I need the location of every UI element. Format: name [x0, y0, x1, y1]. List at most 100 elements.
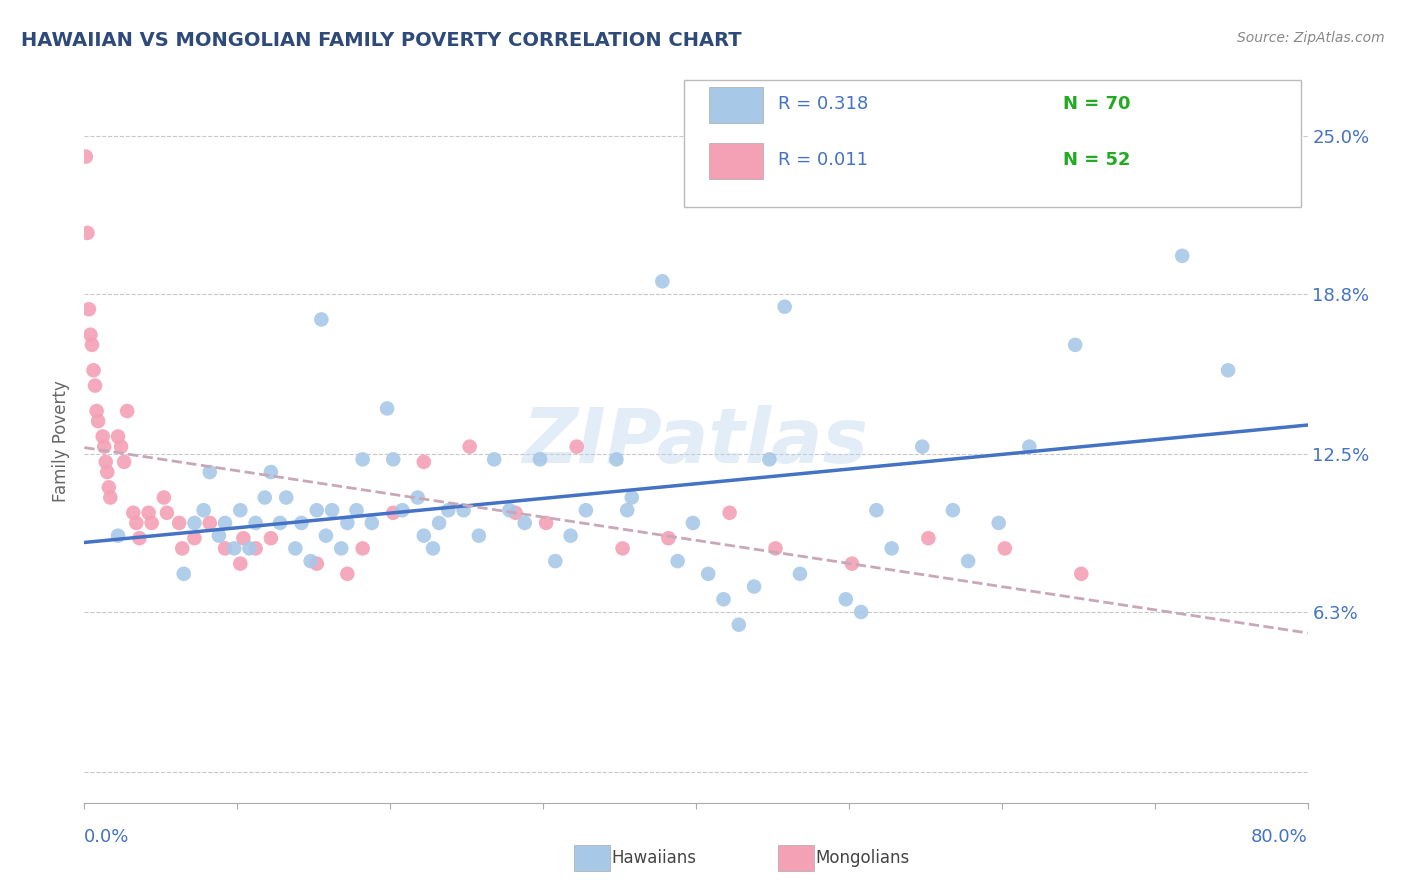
Point	[544, 554, 567, 568]
Point	[612, 541, 634, 556]
Point	[1064, 338, 1087, 352]
Point	[1216, 363, 1239, 377]
Point	[1018, 440, 1040, 454]
Point	[260, 465, 283, 479]
Point	[107, 429, 129, 443]
Point	[138, 506, 160, 520]
Point	[321, 503, 343, 517]
Point	[437, 503, 460, 517]
Text: Hawaiians: Hawaiians	[612, 849, 696, 867]
Point	[84, 378, 107, 392]
Point	[458, 440, 481, 454]
Point	[682, 516, 704, 530]
Point	[422, 541, 444, 556]
Point	[994, 541, 1017, 556]
Point	[505, 506, 527, 520]
Point	[214, 541, 236, 556]
Point	[382, 506, 405, 520]
Point	[153, 491, 176, 505]
Text: 0.0%: 0.0%	[84, 828, 129, 846]
Point	[245, 516, 267, 530]
Point	[75, 150, 97, 164]
Point	[942, 503, 965, 517]
Point	[269, 516, 291, 530]
Point	[83, 363, 105, 377]
Point	[352, 541, 374, 556]
Point	[657, 531, 679, 545]
Point	[245, 541, 267, 556]
Point	[77, 302, 100, 317]
Point	[86, 404, 108, 418]
Point	[482, 452, 505, 467]
Text: Mongolians: Mongolians	[815, 849, 910, 867]
Text: R = 0.011: R = 0.011	[778, 152, 868, 169]
Point	[513, 516, 536, 530]
Point	[957, 554, 980, 568]
Text: N = 52: N = 52	[1063, 152, 1130, 169]
Point	[91, 429, 114, 443]
Point	[290, 516, 312, 530]
Point	[336, 516, 359, 530]
Point	[115, 404, 138, 418]
Point	[765, 541, 787, 556]
Point	[141, 516, 163, 530]
Point	[1070, 566, 1092, 581]
Point	[391, 503, 413, 517]
Point	[498, 503, 520, 517]
Point	[849, 605, 872, 619]
Point	[412, 529, 434, 543]
Point	[305, 503, 328, 517]
Point	[382, 452, 405, 467]
Point	[98, 491, 121, 505]
Point	[616, 503, 638, 517]
Point	[412, 455, 434, 469]
Point	[789, 566, 811, 581]
Point	[605, 452, 627, 467]
Point	[565, 440, 588, 454]
Point	[841, 557, 863, 571]
Point	[560, 529, 582, 543]
Point	[727, 617, 749, 632]
Point	[94, 455, 117, 469]
Point	[107, 529, 129, 543]
Point	[80, 338, 103, 352]
Text: ZIPatlas: ZIPatlas	[523, 405, 869, 478]
Point	[183, 531, 205, 545]
Point	[305, 557, 328, 571]
Point	[468, 529, 491, 543]
Point	[375, 401, 398, 416]
Point	[122, 506, 145, 520]
Point	[125, 516, 148, 530]
Point	[284, 541, 307, 556]
Point	[575, 503, 598, 517]
Point	[97, 480, 120, 494]
Point	[315, 529, 337, 543]
Point	[229, 557, 252, 571]
Point	[198, 465, 221, 479]
Point	[96, 465, 118, 479]
Point	[352, 452, 374, 467]
Point	[620, 491, 643, 505]
Point	[110, 440, 132, 454]
Point	[360, 516, 382, 530]
Point	[758, 452, 780, 467]
Point	[172, 541, 194, 556]
FancyBboxPatch shape	[683, 80, 1302, 207]
FancyBboxPatch shape	[710, 143, 763, 179]
Point	[1171, 249, 1194, 263]
Point	[208, 529, 231, 543]
Point	[718, 506, 741, 520]
Point	[260, 531, 283, 545]
Point	[713, 592, 735, 607]
Point	[865, 503, 887, 517]
Point	[76, 226, 98, 240]
Point	[529, 452, 551, 467]
Point	[1109, 172, 1132, 186]
Point	[232, 531, 254, 545]
Point	[276, 491, 298, 505]
Point	[427, 516, 450, 530]
Point	[173, 566, 195, 581]
Point	[835, 592, 858, 607]
Point	[238, 541, 260, 556]
Point	[336, 566, 359, 581]
